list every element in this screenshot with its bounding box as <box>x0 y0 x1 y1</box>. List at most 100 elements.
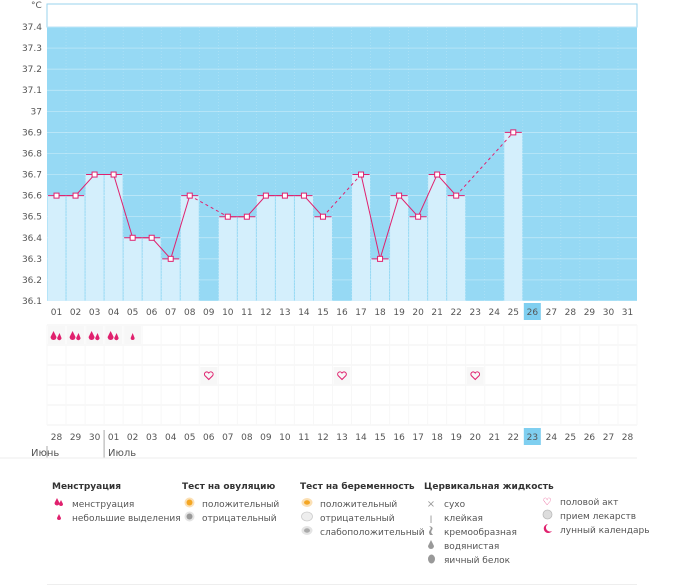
y-tick-label: 36.8 <box>22 149 42 159</box>
calendar-date-label: 28 <box>622 433 634 443</box>
heart-icon: ♡ <box>542 497 552 508</box>
temperature-bar <box>313 216 332 301</box>
cycle-day-label: 22 <box>450 308 461 318</box>
temperature-point <box>53 192 60 199</box>
legend-other: ♡ половой акт прием лекарств лунный кале… <box>540 496 650 538</box>
calendar-date-label: 17 <box>412 433 423 443</box>
calendar-date-label: 12 <box>317 433 328 443</box>
legend-label: отрицательный <box>202 514 277 524</box>
temperature-bar <box>123 237 142 301</box>
temperature-point <box>243 213 250 220</box>
temperature-bar <box>352 174 371 301</box>
temperature-point <box>110 171 117 178</box>
cycle-day-label: 04 <box>108 308 120 318</box>
heart-icon <box>337 371 347 381</box>
temperature-point <box>91 171 98 178</box>
temperature-bar <box>371 258 390 301</box>
temperature-bar <box>104 174 123 301</box>
calendar-date-label: 24 <box>546 433 558 443</box>
calendar-date-label: 03 <box>146 433 157 443</box>
temperature-point <box>186 192 193 199</box>
temperature-bar <box>180 195 199 301</box>
cycle-day-label: 30 <box>603 308 615 318</box>
menstruation-cell <box>48 326 66 344</box>
legend-item-egg-white: яичный белок <box>424 554 554 568</box>
temperature-point <box>281 192 288 199</box>
calendar-date-label: 04 <box>165 433 177 443</box>
temperature-line <box>151 237 172 260</box>
month-label-july: Июль <box>108 448 137 459</box>
calendar-date-label: 08 <box>241 433 253 443</box>
temperature-point <box>319 213 326 220</box>
temperature-point <box>415 213 422 220</box>
legend-label: положительный <box>202 500 280 510</box>
cycle-day-label: 15 <box>317 308 328 318</box>
cycle-day-label: 20 <box>412 308 424 318</box>
calendar-date-label: 14 <box>355 433 367 443</box>
cycle-day-label: 01 <box>51 308 62 318</box>
positive-ovulation-icon <box>182 497 196 513</box>
temperature-bar <box>256 195 275 301</box>
temperature-bar <box>161 258 180 301</box>
temperature-bar <box>447 195 466 301</box>
heart-icon <box>203 371 214 381</box>
y-tick-label: 36.3 <box>22 255 42 265</box>
calendar-date-label: 13 <box>336 433 347 443</box>
calendar-date-label: 19 <box>450 433 462 443</box>
temperature-bar <box>428 174 447 301</box>
temperature-line <box>75 174 95 196</box>
cycle-day-label: 11 <box>241 308 252 318</box>
current-date-highlight <box>523 428 541 445</box>
y-tick-label: 36.1 <box>22 297 42 307</box>
calendar-date-label: 05 <box>184 433 195 443</box>
temperature-bar <box>218 216 237 301</box>
temperature-line <box>398 195 419 218</box>
temperature-bar <box>275 195 294 301</box>
y-tick-label: 36.6 <box>22 192 42 202</box>
positive-pregnancy-icon <box>300 497 314 513</box>
calendar-date-label: 28 <box>51 433 63 443</box>
legend-label: прием лекарств <box>560 512 637 522</box>
cycle-day-label: 18 <box>374 308 386 318</box>
temperature-point <box>148 234 155 241</box>
legend-label: клейкая <box>444 514 483 524</box>
cycle-day-label: 23 <box>469 308 480 318</box>
temperature-point <box>358 171 365 178</box>
watery-icon <box>424 539 438 555</box>
temperature-point <box>510 129 517 136</box>
legend-item-ovulation-negative: отрицательный <box>182 511 279 526</box>
legend-label: половой акт <box>560 498 619 508</box>
temperature-bar <box>294 195 313 301</box>
temperature-point <box>167 255 174 262</box>
legend-label: положительный <box>320 500 398 510</box>
calendar-date-label: 18 <box>431 433 443 443</box>
cycle-day-label: 24 <box>489 308 501 318</box>
y-tick-label: 37.1 <box>22 86 42 96</box>
calendar-date-label: 09 <box>260 433 272 443</box>
y-tick-label: 37.4 <box>22 23 42 33</box>
menstruation-icon <box>69 331 76 340</box>
legend-item-menstruation: менструация <box>52 498 181 512</box>
cycle-day-label: 25 <box>508 308 519 318</box>
calendar-date-label: 26 <box>584 433 596 443</box>
temperature-chart: 36.1 36.2 36.3 36.4 36.5 36.6 36.7 36.8 36.9 37 37… <box>0 3 638 459</box>
y-tick-label: 37.3 <box>22 44 42 54</box>
cycle-day-label: 03 <box>89 308 100 318</box>
temperature-line <box>246 195 267 218</box>
cycle-day-label: 12 <box>260 308 271 318</box>
temperature-line <box>170 195 191 259</box>
y-tick-label: 37.2 <box>22 65 42 75</box>
spotting-icon <box>52 512 66 527</box>
temperature-line <box>417 174 438 217</box>
legend-item-medication: прием лекарств <box>540 509 650 524</box>
legend-menstruation-title: Менструация <box>52 482 121 492</box>
y-tick-label: 36.2 <box>22 276 42 286</box>
cycle-day-label: 19 <box>393 308 405 318</box>
weak-positive-pregnancy-icon <box>300 525 314 541</box>
temperature-bar <box>504 132 523 301</box>
sticky-icon: ꞁ <box>429 513 433 524</box>
calendar-date-label: 07 <box>222 433 233 443</box>
cycle-day-label: 26 <box>527 308 539 318</box>
legend-label: сухо <box>444 500 466 510</box>
cycle-day-label: 10 <box>222 308 234 318</box>
